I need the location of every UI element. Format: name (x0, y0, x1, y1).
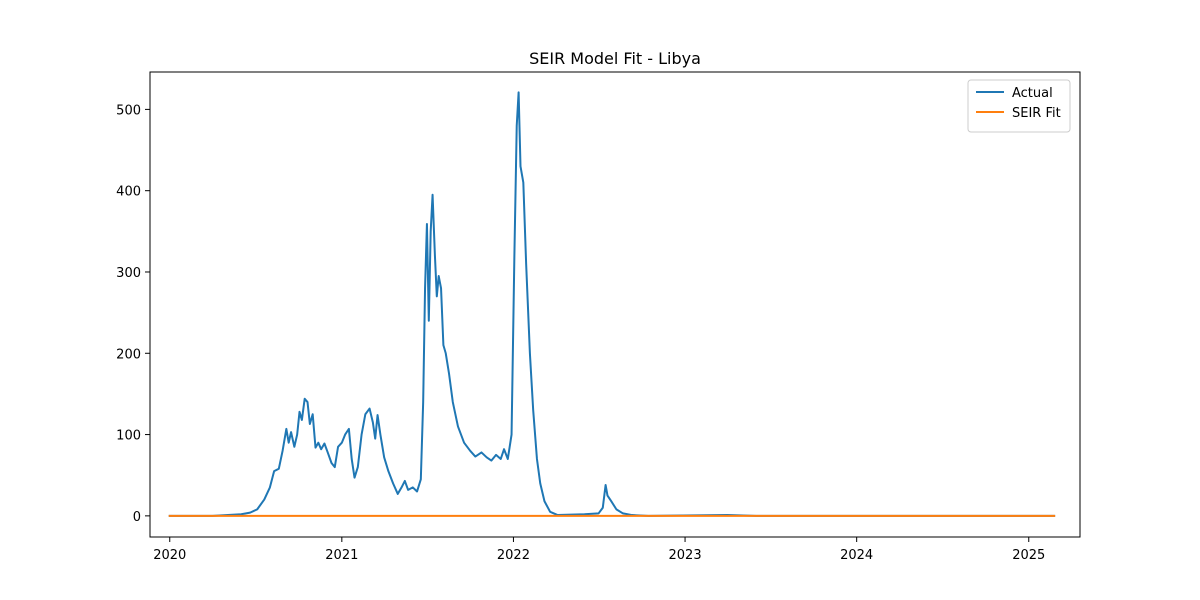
legend-label-actual: Actual (1012, 86, 1053, 101)
chart-title: SEIR Model Fit - Libya (529, 49, 701, 68)
x-tick-label: 2021 (325, 548, 358, 563)
series-layer (168, 91, 1056, 517)
legend: Actual SEIR Fit (967, 79, 1071, 133)
y-tick-label: 0 (133, 510, 141, 525)
y-tick-label: 400 (116, 185, 141, 200)
x-tick-label: 2023 (669, 548, 702, 563)
y-tick-label: 500 (116, 103, 141, 118)
legend-label-seir-fit: SEIR Fit (1012, 106, 1061, 121)
x-tick-label: 2025 (1012, 548, 1045, 563)
axes-layer: 0 100 200 300 400 500 2020 2021 2022 2023 2024 2025 (116, 71, 1081, 563)
x-tick-label: 2020 (153, 548, 186, 563)
y-tick-label: 300 (116, 266, 141, 281)
y-tick-label: 200 (116, 347, 141, 362)
series-line-actual (168, 91, 1056, 517)
plot-frame (149, 71, 1081, 538)
y-tick-label: 100 (116, 429, 141, 444)
x-tick-label: 2024 (840, 548, 873, 563)
x-tick-label: 2022 (497, 548, 530, 563)
